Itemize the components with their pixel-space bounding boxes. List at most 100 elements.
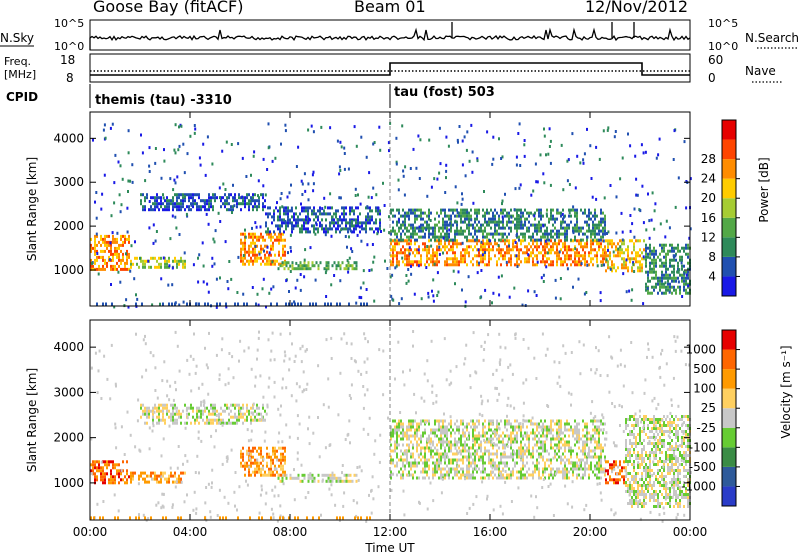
data-cell — [584, 464, 586, 468]
data-cell — [446, 229, 448, 233]
data-cell — [144, 262, 146, 266]
data-cell — [347, 221, 349, 225]
data-cell — [534, 245, 536, 249]
data-cell — [422, 211, 424, 215]
data-cell — [448, 217, 450, 221]
data-cell — [450, 419, 452, 423]
data-cell — [250, 250, 252, 254]
data-cell — [462, 467, 464, 471]
data-cell — [238, 403, 240, 407]
data-cell — [180, 199, 182, 203]
data-cell — [564, 449, 566, 453]
data-cell — [458, 428, 460, 432]
data-cell — [242, 458, 244, 462]
data-cell — [104, 240, 106, 244]
data-cell — [596, 455, 598, 459]
data-cell — [174, 406, 176, 410]
data-cell — [496, 211, 498, 215]
data-cell — [594, 431, 596, 435]
data-cell — [530, 452, 532, 456]
data-cell — [438, 238, 440, 242]
data-cell — [293, 224, 295, 228]
data-cell — [506, 223, 508, 227]
data-cell — [556, 437, 558, 441]
data-cell — [600, 446, 602, 450]
data-cell — [290, 183, 292, 187]
data-cell — [281, 205, 284, 209]
data-cell — [582, 476, 584, 480]
data-cell — [295, 212, 297, 216]
data-cell — [396, 455, 398, 459]
data-cell — [168, 415, 170, 419]
data-cell — [104, 460, 106, 464]
data-cell — [574, 419, 576, 423]
data-cell — [220, 406, 222, 410]
data-cell — [446, 257, 448, 261]
data-cell — [110, 475, 112, 479]
data-cell — [317, 218, 319, 222]
data-cell — [552, 434, 554, 438]
data-cell — [410, 428, 412, 432]
data-cell — [394, 449, 396, 453]
data-cell — [254, 470, 256, 474]
data-cell — [418, 245, 420, 249]
data-cell — [345, 212, 347, 216]
data-cell — [198, 208, 200, 212]
data-cell — [112, 234, 114, 238]
data-cell — [532, 257, 534, 261]
data-cell — [476, 440, 478, 444]
data-cell — [140, 403, 142, 407]
data-cell — [114, 264, 116, 268]
data-cell — [457, 270, 460, 274]
data-cell — [420, 452, 422, 456]
data-cell — [343, 146, 346, 150]
colorbar-swatch — [722, 276, 736, 296]
data-cell — [446, 223, 448, 227]
data-cell — [408, 419, 410, 423]
data-cell — [178, 259, 180, 263]
data-cell — [665, 285, 667, 289]
data-cell — [650, 218, 653, 222]
data-cell — [446, 245, 448, 249]
data-cell — [216, 302, 218, 306]
data-cell — [574, 437, 576, 441]
data-cell — [552, 260, 554, 264]
data-cell — [498, 137, 500, 141]
data-cell — [398, 260, 400, 264]
data-cell — [566, 223, 568, 227]
data-cell — [667, 273, 669, 277]
data-cell — [151, 303, 154, 307]
data-cell — [176, 202, 178, 206]
data-cell — [600, 235, 602, 239]
data-cell — [102, 472, 104, 476]
data-cell — [540, 452, 542, 456]
data-cell — [172, 202, 174, 206]
data-cell — [396, 428, 398, 432]
data-cell — [398, 302, 401, 306]
data-cell — [675, 258, 677, 262]
data-cell — [679, 255, 681, 259]
data-cell — [402, 245, 404, 249]
data-cell — [566, 257, 568, 261]
data-cell — [454, 251, 456, 255]
data-cell — [524, 223, 526, 227]
data-cell — [490, 461, 492, 465]
data-cell — [486, 232, 488, 236]
data-cell — [560, 458, 562, 462]
data-cell — [586, 425, 588, 429]
data-cell — [90, 267, 92, 271]
data-cell — [424, 446, 426, 450]
data-cell — [258, 470, 260, 474]
data-cell — [464, 229, 466, 233]
data-cell — [514, 239, 516, 243]
data-cell — [478, 254, 480, 258]
data-cell — [544, 428, 546, 432]
data-cell — [210, 196, 212, 200]
data-cell — [474, 452, 476, 456]
data-cell — [404, 431, 406, 435]
data-cell — [244, 253, 246, 257]
data-cell — [325, 261, 328, 265]
data-cell — [315, 227, 317, 231]
data-cell — [564, 422, 566, 426]
data-cell — [544, 449, 546, 453]
